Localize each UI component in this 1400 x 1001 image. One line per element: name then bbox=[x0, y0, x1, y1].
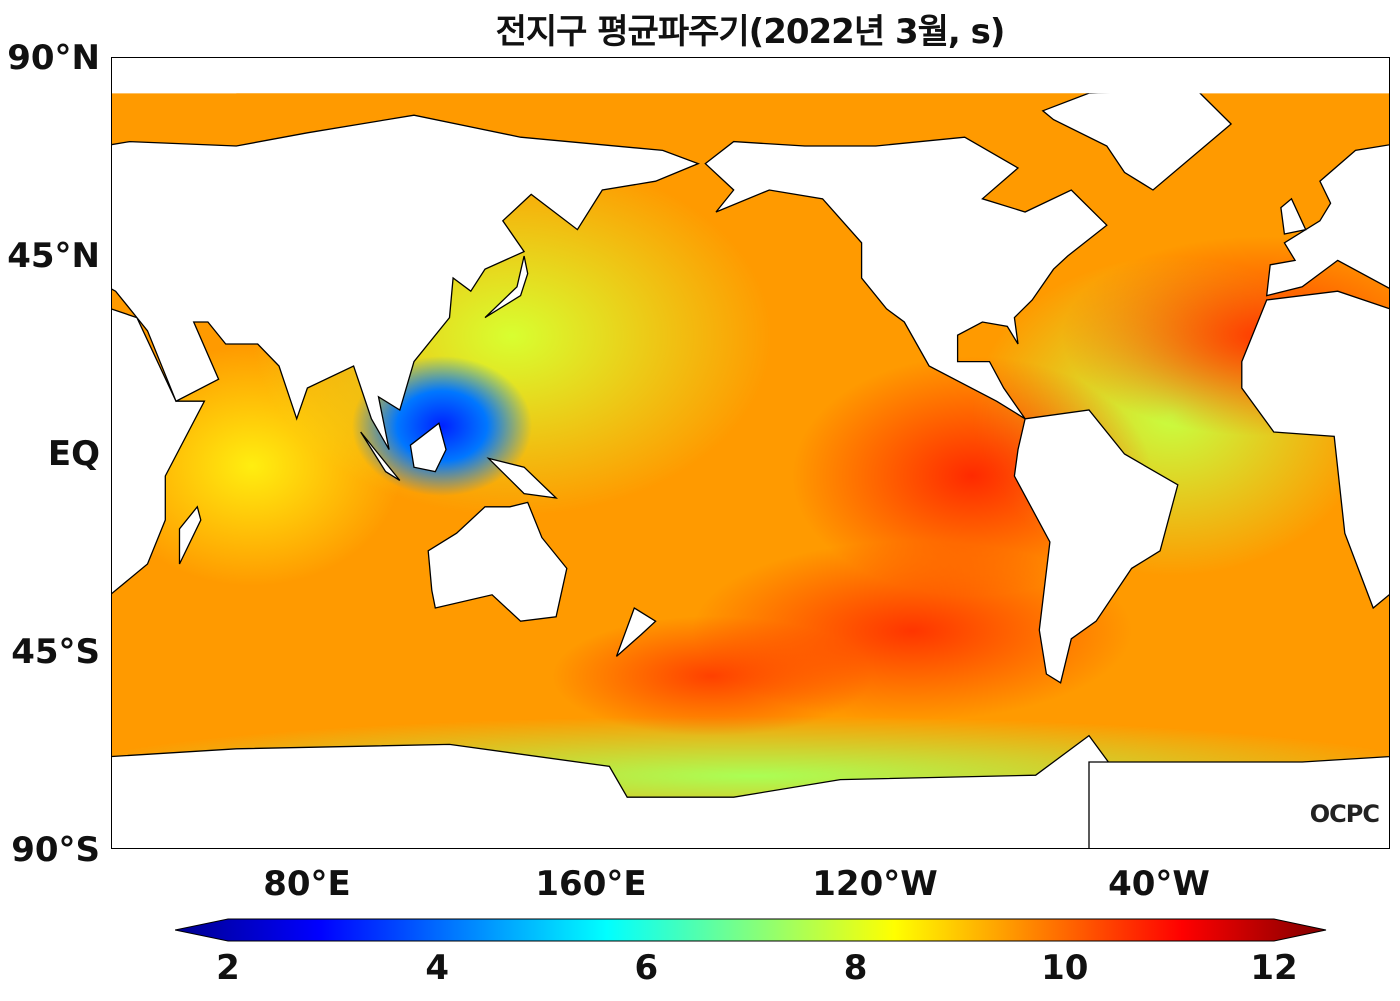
lat-label-90s: 90°S bbox=[11, 830, 100, 870]
land-borneo bbox=[409, 422, 447, 473]
land-greenland bbox=[1041, 88, 1233, 191]
land-namerica bbox=[704, 136, 1108, 420]
lon-label-40w: 40°W bbox=[1108, 864, 1210, 904]
colorbar-tick-label: 8 bbox=[843, 948, 868, 988]
land-samerica bbox=[1013, 409, 1179, 684]
land-eurasia bbox=[112, 114, 700, 450]
land-antarctica bbox=[1088, 755, 1389, 848]
map-plot-area: OCPC bbox=[111, 57, 1390, 849]
land-africa bbox=[1241, 290, 1389, 610]
colorbar-tick-label: 10 bbox=[1041, 948, 1089, 988]
land-africa bbox=[112, 308, 206, 595]
colorbar-tick-label: 12 bbox=[1250, 948, 1298, 988]
land-japan bbox=[484, 255, 529, 319]
lat-label-45s: 45°S bbox=[11, 632, 100, 672]
land-sumatra bbox=[360, 431, 401, 481]
land-arctic bbox=[112, 58, 1389, 94]
page-title: 전지구 평균파주기(2022년 3월, s) bbox=[495, 12, 1006, 52]
lat-label-45n: 45°N bbox=[7, 236, 100, 276]
colorbar-tick-label: 6 bbox=[634, 948, 659, 988]
land-newzealand bbox=[615, 607, 657, 657]
land-eurasia bbox=[1265, 144, 1389, 297]
ocpc-logo: OCPC bbox=[1309, 800, 1380, 828]
land-australia bbox=[427, 501, 568, 622]
colorbar-tick-label: 4 bbox=[425, 948, 450, 988]
lat-label-90n: 90°N bbox=[7, 38, 100, 78]
land-coastlines bbox=[112, 58, 1389, 848]
lon-label-120w: 120°W bbox=[812, 864, 938, 904]
land-newguinea bbox=[486, 457, 558, 499]
land-arctic bbox=[1089, 58, 1389, 94]
land-madagascar bbox=[178, 505, 202, 565]
lat-label-eq: EQ bbox=[47, 434, 100, 474]
land-antarctica bbox=[112, 734, 1389, 848]
lon-label-80e: 80°E bbox=[263, 864, 351, 904]
lon-label-160e: 160°E bbox=[535, 864, 647, 904]
colorbar bbox=[175, 918, 1327, 942]
land-uk bbox=[1280, 197, 1307, 235]
colorbar-tick-label: 2 bbox=[216, 948, 240, 988]
